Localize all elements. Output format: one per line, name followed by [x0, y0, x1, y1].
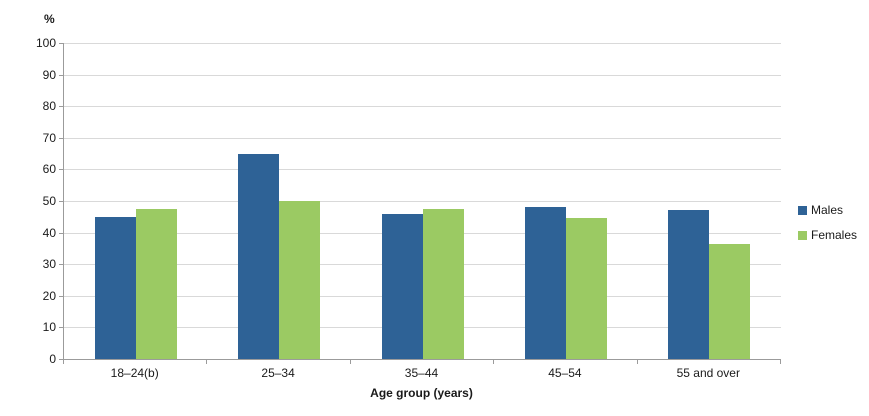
y-tick-mark-40 — [59, 232, 63, 234]
females-bar-2 — [279, 201, 321, 359]
females-bar-4 — [565, 218, 607, 359]
y-tick-mark-100 — [59, 43, 63, 44]
y-tick-label-90: 90 — [42, 67, 56, 82]
y-tick-mark-90 — [59, 74, 63, 76]
y-tick-label-0: 0 — [49, 352, 56, 366]
y-tick-label-10: 10 — [42, 320, 56, 335]
y-tick-label-30: 30 — [42, 257, 56, 272]
gridline-80 — [64, 106, 781, 108]
y-tick-mark-80 — [59, 106, 63, 108]
bar-group-5 — [638, 43, 781, 359]
y-tick-label-70: 70 — [42, 130, 56, 145]
x-tick-mark-5 — [780, 360, 781, 364]
y-tick-label-50: 50 — [42, 194, 56, 208]
gridline-90 — [64, 74, 781, 76]
x-axis-title: Age group (years) — [370, 386, 473, 400]
y-tick-label-20: 20 — [42, 288, 56, 303]
legend-label-females: Females — [811, 228, 858, 242]
x-category-label-1: 18–24(b) — [110, 366, 159, 380]
legend-item-females: Females — [798, 228, 857, 242]
females-bar-3 — [422, 209, 464, 359]
x-tick-mark-2 — [350, 360, 351, 364]
y-tick-label-40: 40 — [42, 225, 56, 240]
bar-group-2 — [207, 43, 350, 359]
bar-group-3 — [351, 43, 494, 359]
males-swatch-icon — [798, 205, 807, 215]
y-tick-label-100: 100 — [35, 36, 56, 50]
x-tick-mark-1 — [206, 360, 207, 364]
males-bar-1 — [94, 217, 136, 359]
y-tick-label-80: 80 — [42, 99, 56, 114]
legend-label-males: Males — [811, 203, 844, 217]
x-category-label-4: 45–54 — [548, 366, 582, 380]
y-tick-mark-30 — [59, 264, 63, 266]
y-axis-unit-label: % — [44, 12, 55, 26]
bar-groups — [64, 43, 781, 359]
gridline-100 — [64, 43, 781, 44]
y-tick-mark-70 — [59, 137, 63, 139]
males-bar-4 — [524, 207, 566, 359]
y-tick-mark-60 — [59, 169, 63, 171]
bar-group-4 — [494, 43, 637, 359]
males-bar-2 — [238, 154, 280, 359]
males-bar-3 — [381, 214, 423, 359]
legend: Males Females — [798, 203, 857, 242]
legend-item-males: Males — [798, 203, 857, 217]
x-category-label-2: 25–34 — [261, 366, 295, 380]
females-bar-5 — [709, 244, 751, 359]
x-tick-mark-3 — [493, 360, 494, 364]
x-category-label-5: 55 and over — [676, 366, 740, 380]
x-category-label-3: 35–44 — [404, 366, 439, 380]
y-tick-label-60: 60 — [42, 162, 56, 177]
y-tick-mark-10 — [59, 327, 63, 329]
y-tick-mark-0 — [59, 359, 63, 360]
gridline-70 — [64, 137, 781, 139]
males-bar-5 — [668, 210, 710, 359]
gridline-60 — [64, 169, 781, 171]
y-tick-mark-50 — [59, 201, 63, 202]
x-tick-mark-4 — [637, 360, 638, 364]
females-bar-1 — [135, 209, 177, 359]
x-tick-mark-0 — [63, 360, 64, 364]
gridline-50 — [64, 201, 781, 202]
bar-group-1 — [64, 43, 207, 359]
plot-area — [63, 43, 781, 360]
y-tick-mark-20 — [59, 295, 63, 297]
females-swatch-icon — [798, 230, 807, 240]
